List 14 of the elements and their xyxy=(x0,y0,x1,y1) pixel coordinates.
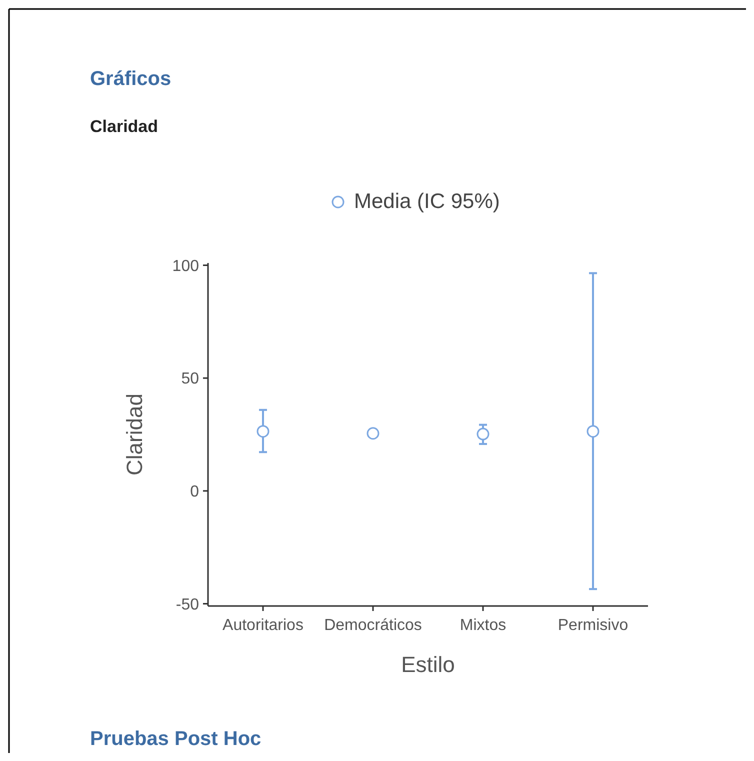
x-tick-label: Democráticos xyxy=(324,617,422,634)
y-tick-label: 0 xyxy=(190,484,200,501)
x-axis-title: Estilo xyxy=(401,652,455,677)
y-tick-label: 50 xyxy=(181,370,200,388)
y-tick-label: -50 xyxy=(176,596,200,614)
legend-label: Media (IC 95%) xyxy=(354,190,500,213)
chart-title: Gráficos xyxy=(90,68,172,90)
chart-subtitle: Claridad xyxy=(90,117,158,136)
text: Pruebas Post Hoc xyxy=(90,728,262,750)
y-axis-title: Claridad xyxy=(122,394,147,476)
y-tick-label: 100 xyxy=(172,258,200,275)
x-tick-label: Mixtos xyxy=(460,617,506,634)
x-tick-label: Permisivo xyxy=(558,617,628,634)
x-tick-label: Autoritarios xyxy=(222,617,304,634)
